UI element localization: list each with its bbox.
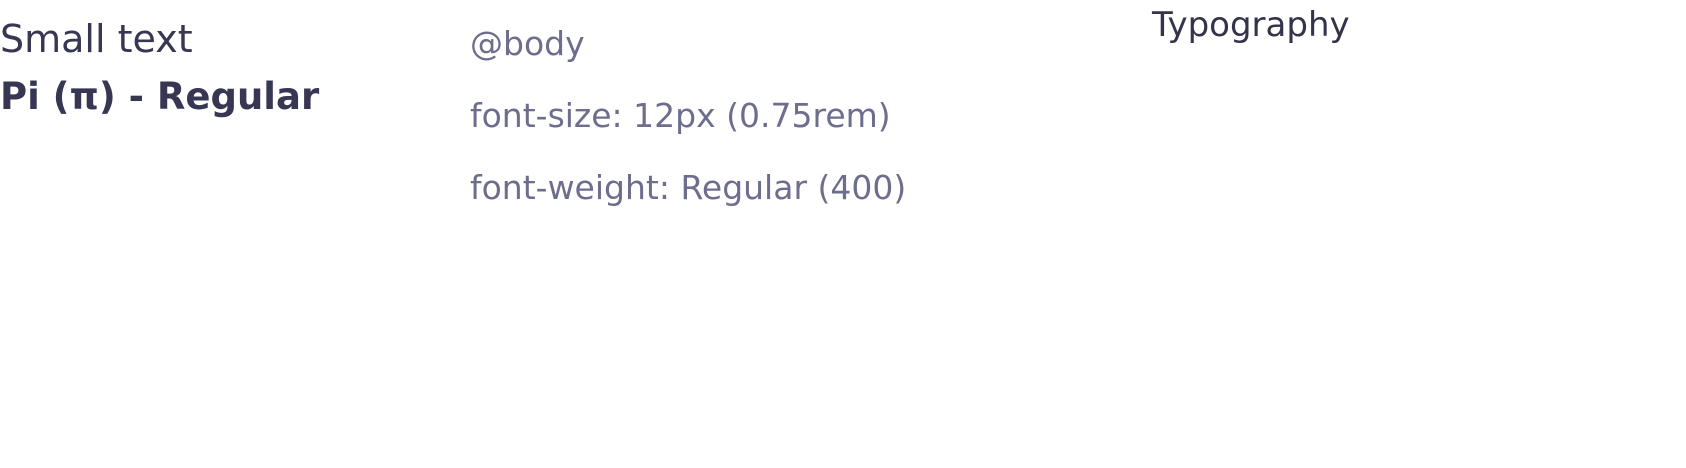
token-name: @body [470, 24, 585, 63]
spec-properties: @body font-size: 12px (0.75rem) font-wei… [470, 22, 1030, 238]
spec-title: Pi (π) - Regular [0, 75, 320, 118]
font-weight-value: font-weight: Regular (400) [470, 168, 907, 207]
font-size-value: font-size: 12px (0.75rem) [470, 96, 891, 135]
category-label: Typography [1152, 5, 1350, 45]
spec-name: Small text [0, 17, 193, 61]
